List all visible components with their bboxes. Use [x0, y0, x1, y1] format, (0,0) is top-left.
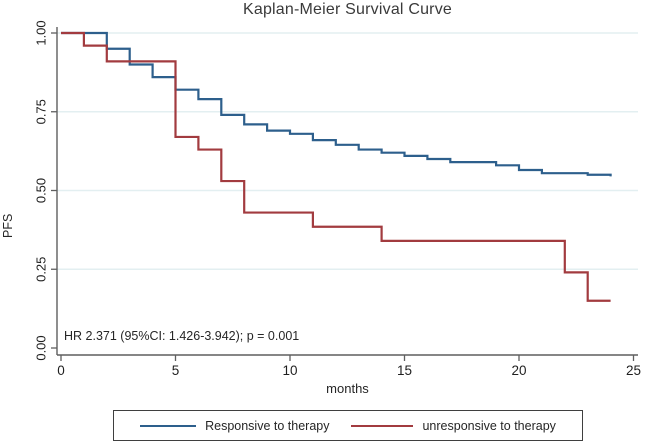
legend-line-unresponsive-icon [351, 424, 414, 427]
legend-item-unresponsive: unresponsive to therapy [351, 418, 556, 433]
svg-text:5: 5 [172, 363, 180, 378]
svg-text:0.25: 0.25 [34, 257, 49, 282]
chart-title: Kaplan-Meier Survival Curve [242, 1, 453, 18]
legend-label-unresponsive: unresponsive to therapy [422, 418, 556, 433]
svg-text:1.00: 1.00 [34, 20, 49, 45]
km-chart: 0.00 0.25 0.50 0.75 1.00 0 5 10 15 20 25 [34, 20, 642, 378]
legend-label-responsive: Responsive to therapy [205, 418, 330, 433]
svg-text:0.50: 0.50 [34, 178, 49, 203]
y-axis-label: PFS [1, 213, 15, 239]
svg-text:20: 20 [511, 363, 526, 378]
hr-annotation: HR 2.371 (95%CI: 1.426-3.942); p = 0.001 [64, 329, 300, 343]
svg-text:25: 25 [626, 363, 641, 378]
legend-item-responsive: Responsive to therapy [140, 419, 329, 433]
legend-box: Responsive to therapy unresponsive to th… [113, 410, 583, 441]
x-axis-label: months [326, 381, 369, 396]
legend-line-responsive-icon [140, 424, 197, 427]
svg-text:0: 0 [57, 363, 65, 378]
svg-text:0.00: 0.00 [34, 335, 49, 360]
svg-text:10: 10 [282, 363, 297, 378]
svg-text:0.75: 0.75 [34, 99, 49, 124]
svg-text:15: 15 [397, 363, 412, 378]
